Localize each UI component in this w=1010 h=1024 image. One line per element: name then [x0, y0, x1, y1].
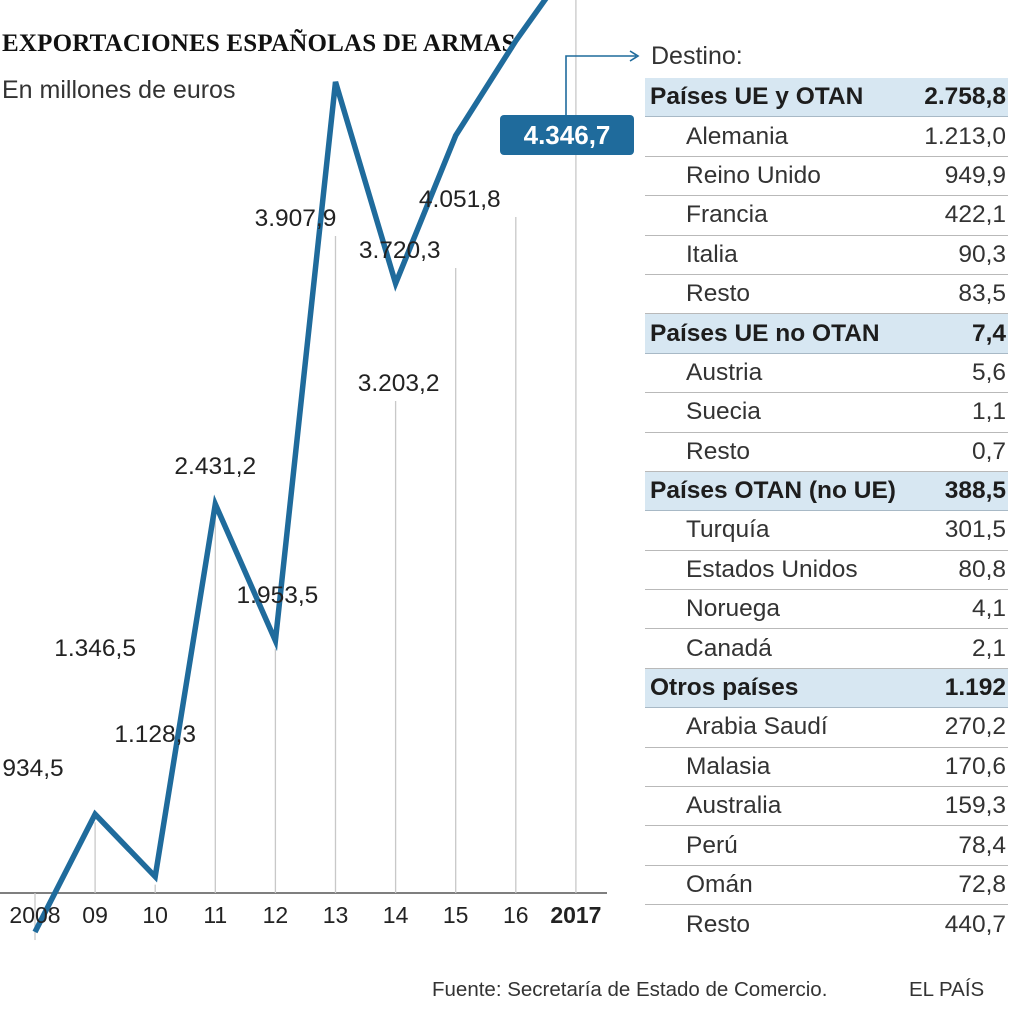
series-line: [32, 0, 549, 934]
table-row: Resto 440,7: [645, 905, 1008, 944]
country-name: Resto: [686, 437, 751, 465]
country-value: 270,2: [944, 713, 1006, 741]
table-row: Austria 5,6: [645, 354, 1008, 394]
country-name: Reino Unido: [686, 161, 821, 189]
table-group-row: Países OTAN (no UE) 388,5: [645, 471, 1008, 512]
group-name: Países OTAN (no UE): [650, 477, 896, 505]
table-row: Arabia Saudí 270,2: [645, 708, 1008, 748]
x-tick-label: 12: [263, 902, 289, 928]
group-name: Países UE y OTAN: [650, 83, 864, 111]
country-value: 1.213,0: [924, 122, 1006, 150]
data-label: 3.720,3: [359, 237, 441, 264]
group-name: Otros países: [650, 674, 799, 702]
country-name: Suecia: [686, 398, 761, 426]
chart-title: EXPORTACIONES ESPAÑOLAS DE ARMAS: [2, 30, 516, 57]
table-row: Canadá 2,1: [645, 629, 1008, 669]
group-value: 2.758,8: [924, 83, 1006, 111]
table-group-row: Países UE no OTAN 7,4: [645, 314, 1008, 354]
table-row: Francia 422,1: [645, 196, 1008, 236]
x-tick-label: 13: [323, 902, 349, 928]
table-row: Resto 83,5: [645, 275, 1008, 315]
country-value: 301,5: [944, 516, 1006, 544]
country-value: 440,7: [944, 910, 1006, 938]
country-name: Perú: [686, 831, 738, 859]
country-value: 159,3: [944, 792, 1006, 820]
x-tick-label: 2017: [550, 902, 601, 928]
table-row: Suecia 1,1: [645, 393, 1008, 433]
country-name: Estados Unidos: [686, 555, 858, 583]
table-row: Reino Unido 949,9: [645, 157, 1008, 197]
highlight-box: [500, 115, 634, 155]
data-label-highlight: 4.346,7: [524, 120, 611, 150]
country-name: Alemania: [686, 122, 789, 150]
group-name: Países UE no OTAN: [650, 319, 880, 347]
x-tick-label: 2008: [9, 902, 60, 928]
table-row: Estados Unidos 80,8: [645, 551, 1008, 591]
country-value: 4,1: [971, 595, 1006, 623]
country-value: 80,8: [958, 555, 1006, 583]
brand-logo-text: EL PAÍS: [909, 978, 985, 1001]
country-name: Turquía: [686, 516, 770, 544]
arrow-icon: [629, 50, 640, 62]
country-name: Austria: [686, 358, 763, 386]
country-value: 90,3: [958, 240, 1006, 268]
group-value: 388,5: [944, 477, 1006, 505]
country-name: Noruega: [686, 595, 780, 623]
country-name: Canadá: [686, 634, 772, 662]
table-group-row: Países UE y OTAN 2.758,8: [645, 78, 1008, 118]
x-tick-label: 10: [142, 902, 168, 928]
table-row: Alemania 1.213,0: [645, 117, 1008, 157]
country-name: Omán: [686, 871, 753, 898]
x-tick-label: 09: [82, 902, 108, 928]
country-value: 83,5: [958, 280, 1006, 308]
country-value: 78,4: [958, 831, 1006, 859]
table-row: Italia 90,3: [645, 236, 1008, 275]
data-label: 4.051,8: [419, 186, 501, 213]
group-value: 1.192: [944, 674, 1006, 702]
data-label: 3.907,9: [255, 205, 337, 232]
country-value: 2,1: [971, 634, 1006, 662]
data-label: 934,5: [2, 755, 63, 782]
country-name: Italia: [686, 240, 738, 268]
data-label: 3.203,2: [358, 370, 440, 397]
table-row: Perú 78,4: [645, 826, 1008, 866]
country-value: 72,8: [958, 871, 1006, 898]
table-row: Resto 0,7: [645, 433, 1008, 472]
data-label: 1.953,5: [237, 582, 319, 609]
country-value: 5,6: [971, 358, 1006, 386]
table-row: Australia 159,3: [645, 787, 1008, 827]
data-label: 1.128,3: [114, 721, 196, 748]
data-label: 2.431,2: [174, 453, 256, 480]
x-tick-label: 14: [383, 902, 409, 928]
x-tick-label: 16: [503, 902, 529, 928]
country-name: Australia: [686, 792, 782, 820]
country-value: 422,1: [944, 201, 1006, 229]
country-value: 1,1: [971, 398, 1006, 426]
x-tick-label: 15: [443, 902, 469, 928]
table-row: Turquía 301,5: [645, 511, 1008, 551]
x-tick-label: 11: [203, 902, 227, 928]
table-row: Malasia 170,6: [645, 748, 1008, 788]
country-value: 170,6: [944, 752, 1006, 780]
table-row: Noruega 4,1: [645, 590, 1008, 630]
country-name: Arabia Saudí: [686, 713, 828, 741]
country-name: Malasia: [686, 752, 771, 780]
country-name: Resto: [686, 280, 751, 308]
group-value: 7,4: [971, 319, 1006, 347]
country-value: 949,9: [944, 161, 1006, 189]
table-group-row: Otros países 1.192: [645, 668, 1008, 709]
table-row: Omán 72,8: [645, 866, 1008, 906]
country-name: Francia: [686, 201, 768, 229]
data-label: 1.346,5: [54, 635, 136, 662]
country-value: 0,7: [971, 437, 1006, 465]
chart-subtitle: En millones de euros: [2, 76, 236, 104]
destination-table: Países UE y OTAN 2.758,8 Alemania 1.213,0 Re…: [645, 78, 1008, 945]
country-name: Resto: [686, 910, 751, 938]
connector-line: [565, 55, 636, 115]
table-heading: Destino:: [651, 42, 743, 70]
source-note: Fuente: Secretaría de Estado de Comercio…: [432, 978, 828, 1001]
